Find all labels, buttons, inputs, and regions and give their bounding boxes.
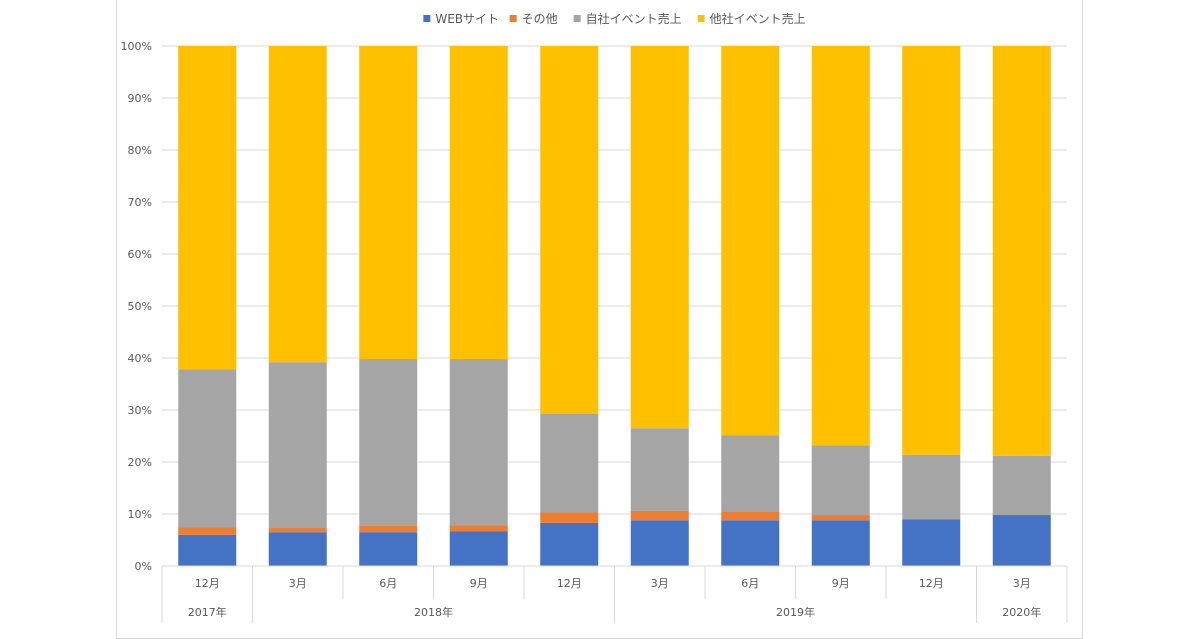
y-axis: 0% 10% 20% 30% 40% 50% 60% 70% 80% 90% 100% <box>121 40 152 573</box>
bar-segment-4 <box>449 46 508 360</box>
bar-segment-4 <box>721 46 780 436</box>
legend-item: 自社イベント売上 <box>573 11 682 26</box>
y-tick-label: 90% <box>128 92 152 105</box>
bar-segment-4 <box>811 46 870 446</box>
legend-label: その他 <box>522 12 558 26</box>
legend-swatch <box>573 15 581 22</box>
bar-segment-3 <box>449 359 508 526</box>
legend: WEBサイト その他 自社イベント売上 他社イベント売上 <box>423 11 806 26</box>
legend-label: 他社イベント売上 <box>710 11 806 26</box>
bar-segment-4 <box>540 46 599 414</box>
bar-segment-3 <box>721 435 780 512</box>
bar-stack <box>449 46 508 566</box>
x-tick-label: 12月 <box>557 577 582 590</box>
bar-stack <box>902 46 961 566</box>
bar-segment-4 <box>359 46 418 360</box>
legend-item: その他 <box>509 12 558 26</box>
bar-segment-3 <box>630 428 689 511</box>
bar-segment-1 <box>359 532 418 566</box>
bar-segment-4 <box>268 46 327 363</box>
bar-segment-2 <box>811 515 870 521</box>
bar-segment-1 <box>902 519 961 566</box>
y-tick-label: 40% <box>128 352 152 365</box>
bar-stack <box>540 46 599 566</box>
bar-stack <box>178 46 237 566</box>
x-tick-label: 6月 <box>379 577 397 590</box>
x-tick-label: 3月 <box>1013 577 1031 590</box>
bar-segment-2 <box>268 528 327 533</box>
bar-stack <box>268 46 327 566</box>
legend-item: WEBサイト <box>423 12 499 26</box>
bar-segment-3 <box>540 413 599 513</box>
bar-segment-2 <box>721 511 780 521</box>
bars <box>178 46 1051 566</box>
legend-item: 他社イベント売上 <box>697 11 806 26</box>
bar-segment-1 <box>178 534 237 566</box>
y-tick-label: 100% <box>121 40 152 53</box>
year-group-label: 2019年 <box>776 605 815 619</box>
x-tick-label: 9月 <box>832 577 850 590</box>
legend-swatch <box>697 15 705 22</box>
bar-segment-3 <box>992 455 1051 516</box>
bar-segment-1 <box>449 531 508 566</box>
x-axis: 12月 3月 6月 9月 12月 3月 6月 9月 12月 3月 2017年 2018年 2019年 20… <box>161 565 1068 623</box>
year-group-label: 2020年 <box>1002 605 1041 619</box>
year-group-label: 2018年 <box>414 605 453 619</box>
bar-segment-1 <box>811 520 870 566</box>
legend-swatch <box>423 15 431 22</box>
x-tick-label: 6月 <box>741 577 759 590</box>
x-tick-label: 12月 <box>919 577 944 590</box>
y-tick-label: 20% <box>128 456 152 469</box>
legend-swatch <box>509 15 517 22</box>
x-tick-label: 3月 <box>651 577 669 590</box>
bar-segment-3 <box>268 362 327 529</box>
bar-segment-1 <box>721 520 780 566</box>
bar-segment-3 <box>811 445 870 516</box>
legend-label: 自社イベント売上 <box>586 11 682 26</box>
bar-segment-1 <box>540 522 599 566</box>
y-tick-label: 80% <box>128 144 152 157</box>
bar-segment-2 <box>359 525 418 533</box>
bar-segment-1 <box>268 532 327 566</box>
x-tick-label: 12月 <box>195 577 220 590</box>
y-tick-label: 30% <box>128 404 152 417</box>
y-tick-label: 10% <box>128 508 152 521</box>
bar-segment-3 <box>359 359 418 526</box>
bar-segment-4 <box>902 46 961 455</box>
bar-segment-1 <box>992 515 1051 566</box>
bar-segment-1 <box>630 520 689 566</box>
bar-segment-2 <box>630 510 689 521</box>
y-tick-label: 50% <box>128 300 152 313</box>
bar-segment-4 <box>630 46 689 429</box>
y-tick-label: 60% <box>128 248 152 261</box>
bar-segment-2 <box>178 527 237 535</box>
bar-stack <box>359 46 418 566</box>
bar-segment-3 <box>902 454 961 520</box>
x-tick-label: 3月 <box>289 577 307 590</box>
x-tick-label: 9月 <box>470 577 488 590</box>
legend-label: WEBサイト <box>435 12 499 26</box>
bar-segment-2 <box>449 525 508 532</box>
bar-segment-4 <box>178 46 237 370</box>
bar-segment-2 <box>540 512 599 523</box>
bar-stack <box>992 46 1051 566</box>
bar-segment-4 <box>992 46 1051 456</box>
bar-stack <box>630 46 689 566</box>
bar-stack <box>721 46 780 566</box>
year-group-label: 2017年 <box>188 605 227 619</box>
y-tick-label: 70% <box>128 196 152 209</box>
bar-stack <box>811 46 870 566</box>
y-tick-label: 0% <box>135 560 152 573</box>
bar-segment-3 <box>178 369 237 528</box>
